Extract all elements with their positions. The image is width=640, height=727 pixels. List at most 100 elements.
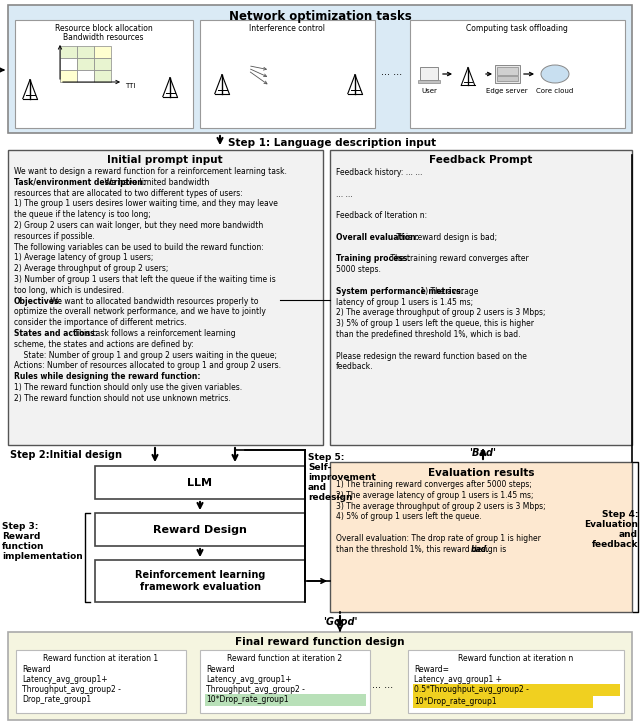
Text: Overall evaluation: The drop rate of group 1 is higher: Overall evaluation: The drop rate of gro… [336, 534, 541, 543]
Bar [330, 462, 632, 612]
Text: optimize the overall network performance, and we have to jointly: optimize the overall network performance… [14, 308, 266, 316]
Text: resources that are allocated to two different types of users:: resources that are allocated to two diff… [14, 188, 243, 198]
Text: 5000 steps.: 5000 steps. [336, 265, 381, 274]
Text: Core cloud: Core cloud [536, 88, 573, 94]
Bar [497, 67, 518, 75]
Text: Training process:: Training process: [336, 254, 410, 263]
Text: 'Good': 'Good' [323, 617, 357, 627]
Text: Latency_avg_group1 +: Latency_avg_group1 + [414, 675, 502, 684]
Text: Overall evaluation:: Overall evaluation: [336, 233, 419, 242]
Bar [330, 150, 632, 445]
Text: Edge server: Edge server [486, 88, 528, 94]
Bar [497, 76, 518, 81]
Text: The following variables can be used to build the reward function:: The following variables can be used to b… [14, 243, 264, 252]
Text: ... ...: ... ... [372, 680, 394, 690]
Text: and: and [308, 483, 327, 492]
Bar [60, 70, 77, 82]
Bar [205, 694, 366, 706]
Bar [77, 58, 94, 70]
Text: Step 1: Language description input: Step 1: Language description input [228, 138, 436, 148]
Text: 'Bad': 'Bad' [470, 448, 497, 458]
Text: Network optimization tasks: Network optimization tasks [228, 10, 412, 23]
Text: feedback: feedback [591, 540, 638, 549]
Text: than the predefined threshold 1%, which is bad.: than the predefined threshold 1%, which … [336, 330, 520, 339]
Text: Initial prompt input: Initial prompt input [107, 155, 223, 165]
Text: 1) The group 1 users desires lower waiting time, and they may leave: 1) The group 1 users desires lower waiti… [14, 199, 278, 209]
Bar [408, 650, 624, 713]
Text: Evaluation: Evaluation [584, 520, 638, 529]
Text: Bandwidth resources: Bandwidth resources [63, 33, 143, 42]
Text: Throughput_avg_group2 -: Throughput_avg_group2 - [22, 685, 121, 694]
Text: improvement: improvement [308, 473, 376, 482]
Text: Reward Design: Reward Design [153, 525, 247, 535]
Text: scheme, the states and actions are defined by:: scheme, the states and actions are defin… [14, 340, 194, 349]
Text: System performance metrics:: System performance metrics: [336, 286, 464, 296]
Text: 2) The average latency of group 1 users is 1.45 ms;: 2) The average latency of group 1 users … [336, 491, 534, 499]
Text: 1) The average: 1) The average [419, 286, 479, 296]
Text: States and actions:: States and actions: [14, 329, 98, 338]
Bar [16, 650, 186, 713]
Text: 1) The reward function should only use the given variables.: 1) The reward function should only use t… [14, 383, 242, 392]
Text: Reward=: Reward= [414, 665, 449, 674]
Text: Objectives:: Objectives: [14, 297, 63, 305]
Text: latency of group 1 users is 1.45 ms;: latency of group 1 users is 1.45 ms; [336, 297, 473, 307]
Text: Step 5:: Step 5: [308, 453, 344, 462]
Text: State: Number of group 1 and group 2 users waiting in the queue;: State: Number of group 1 and group 2 use… [14, 350, 277, 360]
Text: 2) The reward function should not use unknown metrics.: 2) The reward function should not use un… [14, 394, 231, 403]
Bar [77, 46, 94, 58]
Text: Interference control: Interference control [249, 24, 325, 33]
Bar [200, 20, 375, 128]
Text: 1) The training reward converges after 5000 steps;: 1) The training reward converges after 5… [336, 480, 532, 489]
Text: 3) Number of group 1 users that left the queue if the waiting time is: 3) Number of group 1 users that left the… [14, 275, 276, 284]
Text: redesign: redesign [308, 493, 353, 502]
Bar [200, 650, 370, 713]
Text: Step 2:Initial design: Step 2:Initial design [10, 450, 122, 460]
Text: We want to allocated bandwidth resources properly to: We want to allocated bandwidth resources… [47, 297, 258, 305]
Text: 3) 5% of group 1 users left the queue, this is higher: 3) 5% of group 1 users left the queue, t… [336, 319, 534, 328]
Text: Reward function at iteration n: Reward function at iteration n [458, 654, 573, 663]
Text: Reward function at iteration 2: Reward function at iteration 2 [227, 654, 342, 663]
Text: resources if possible.: resources if possible. [14, 232, 95, 241]
Ellipse shape [541, 65, 569, 83]
Bar [413, 696, 593, 708]
Text: Task/environment description:: Task/environment description: [14, 178, 146, 187]
Text: Throughput_avg_group2 -: Throughput_avg_group2 - [206, 685, 305, 694]
Text: feedback.: feedback. [336, 362, 374, 371]
Bar [94, 58, 111, 70]
Bar [60, 58, 77, 70]
Text: LLM: LLM [188, 478, 212, 488]
Bar [95, 466, 305, 499]
Text: 1) Average latency of group 1 users;: 1) Average latency of group 1 users; [14, 254, 154, 262]
Text: than the threshold 1%, this reward design is: than the threshold 1%, this reward desig… [336, 545, 509, 554]
Text: Reward function at iteration 1: Reward function at iteration 1 [44, 654, 159, 663]
Text: 2) Average throughput of group 2 users;: 2) Average throughput of group 2 users; [14, 264, 168, 273]
Text: We want to design a reward function for a reinforcement learning task.: We want to design a reward function for … [14, 167, 287, 176]
Text: 10*Drop_rate_group1: 10*Drop_rate_group1 [414, 697, 497, 706]
Text: Step 4:: Step 4: [602, 510, 638, 519]
Text: The training reward converges after: The training reward converges after [388, 254, 529, 263]
Bar [410, 20, 625, 128]
Text: ... ...: ... ... [336, 190, 353, 198]
Text: Computing task offloading: Computing task offloading [466, 24, 568, 33]
Text: Reward: Reward [22, 665, 51, 674]
Text: implementation: implementation [2, 552, 83, 561]
Text: Latency_avg_group1+: Latency_avg_group1+ [22, 675, 108, 684]
Text: Rules while designing the reward function:: Rules while designing the reward functio… [14, 372, 200, 381]
Bar [420, 67, 438, 80]
Bar [60, 46, 77, 58]
Text: 10*Drop_rate_group1: 10*Drop_rate_group1 [206, 695, 289, 704]
Text: Please redesign the reward function based on the: Please redesign the reward function base… [336, 352, 527, 361]
Text: TTI: TTI [125, 83, 136, 89]
Text: and: and [619, 530, 638, 539]
Text: function: function [2, 542, 45, 551]
Bar [95, 560, 305, 602]
Text: User: User [421, 88, 437, 94]
Text: 0.5*Throughput_avg_group2 -: 0.5*Throughput_avg_group2 - [414, 685, 529, 694]
Bar [15, 20, 193, 128]
Text: 4) 5% of group 1 users left the queue.: 4) 5% of group 1 users left the queue. [336, 513, 482, 521]
Text: We have limited bandwidth: We have limited bandwidth [102, 178, 210, 187]
Text: Resource block allocation: Resource block allocation [55, 24, 153, 33]
Bar [413, 684, 620, 696]
Text: Drop_rate_group1: Drop_rate_group1 [22, 695, 91, 704]
Text: Final reward function design: Final reward function design [236, 637, 404, 647]
